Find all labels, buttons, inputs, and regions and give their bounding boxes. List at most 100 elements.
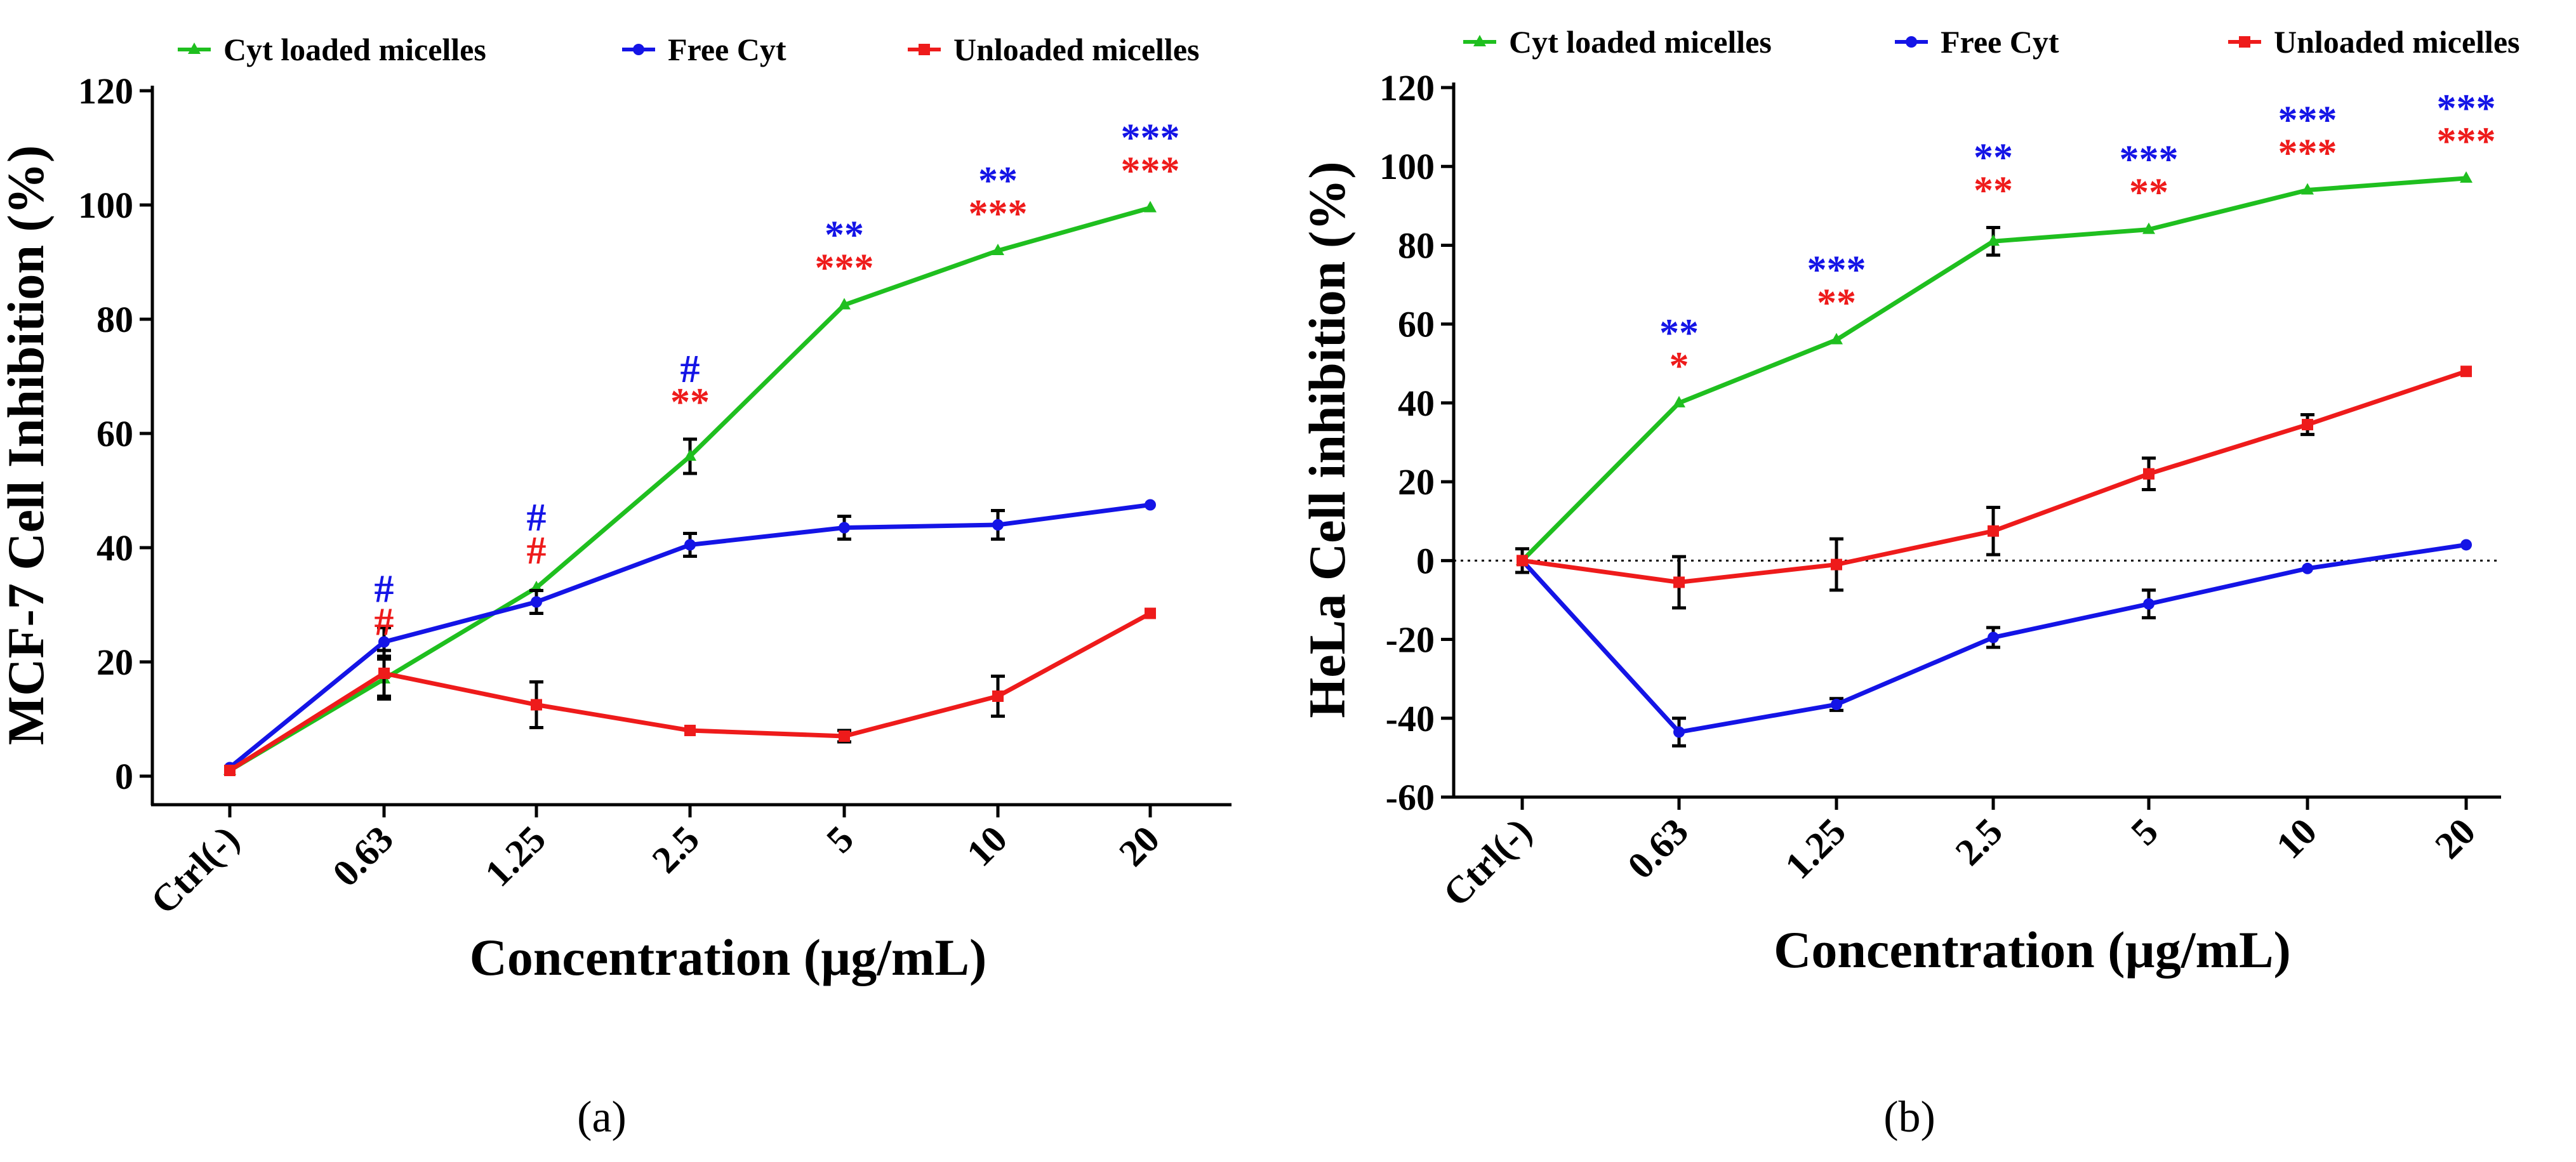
significance-vs-free-cyt: ** bbox=[978, 159, 1018, 202]
x-tick-label: 20 bbox=[2427, 810, 2483, 867]
data-point bbox=[1830, 333, 1843, 345]
x-tick-label: 1.25 bbox=[1777, 810, 1854, 887]
data-point bbox=[992, 690, 1004, 702]
legend-label: Free Cyt bbox=[668, 32, 787, 67]
y-tick-label: 120 bbox=[78, 70, 133, 112]
x-tick-label: 2.5 bbox=[1947, 810, 2010, 874]
x-tick-label: 1.25 bbox=[477, 818, 554, 895]
data-point bbox=[531, 699, 542, 711]
significance-vs-unloaded: * bbox=[1670, 345, 1689, 388]
legend-item: Free Cyt bbox=[622, 32, 787, 67]
data-point bbox=[1831, 699, 1842, 711]
data-point bbox=[1673, 726, 1685, 738]
y-tick-label: 60 bbox=[96, 413, 133, 454]
significance-vs-unloaded: ** bbox=[1974, 169, 2013, 212]
y-tick-label: 100 bbox=[78, 185, 133, 226]
y-axis-title: MCF-7 Cell Inhibition (%) bbox=[0, 145, 55, 745]
data-point bbox=[684, 539, 696, 551]
data-point bbox=[378, 668, 390, 679]
data-point bbox=[839, 522, 850, 534]
significance-vs-unloaded: # bbox=[527, 529, 547, 572]
x-tick-label: 20 bbox=[1111, 818, 1167, 875]
data-point bbox=[2142, 222, 2155, 234]
significance-vs-free-cyt: # bbox=[681, 348, 700, 391]
x-tick-label: 10 bbox=[959, 818, 1015, 875]
significance-vs-free-cyt: *** bbox=[2120, 138, 2179, 182]
legend-label: Unloaded micelles bbox=[953, 32, 1199, 67]
data-point bbox=[992, 244, 1004, 255]
y-tick-label: 0 bbox=[115, 756, 133, 797]
x-tick-label: 0.63 bbox=[324, 818, 401, 895]
series-line bbox=[229, 611, 1152, 772]
significance-vs-free-cyt: *** bbox=[2278, 98, 2337, 142]
x-tick-label: Ctrl(-) bbox=[143, 818, 247, 922]
x-tick-label: 5 bbox=[2123, 810, 2166, 854]
legend-label: Unloaded micelles bbox=[2274, 24, 2520, 60]
significance-vs-unloaded: *** bbox=[815, 247, 874, 290]
data-point bbox=[2460, 366, 2472, 378]
x-axis-title: Concentration (µg/mL) bbox=[470, 928, 987, 986]
data-point bbox=[2302, 562, 2313, 574]
y-tick-label: 120 bbox=[1379, 67, 1435, 109]
panel-label: (b) bbox=[1883, 1093, 1935, 1142]
data-point bbox=[2460, 539, 2472, 551]
legend-marker bbox=[1906, 36, 1917, 48]
legend-item: Cyt loaded micelles bbox=[178, 32, 486, 67]
significance-vs-free-cyt: ** bbox=[825, 214, 864, 257]
data-point bbox=[378, 636, 390, 648]
significance-vs-free-cyt: ** bbox=[1974, 136, 2013, 179]
significance-vs-free-cyt: *** bbox=[1121, 117, 1180, 160]
series-unloaded-micelles bbox=[1517, 366, 2472, 610]
data-point bbox=[839, 730, 850, 742]
y-tick-label: 80 bbox=[1398, 225, 1435, 266]
data-point bbox=[838, 298, 851, 310]
significance-vs-unloaded: *** bbox=[2437, 120, 2496, 163]
data-point bbox=[224, 765, 236, 776]
data-point bbox=[1987, 234, 2000, 246]
data-point bbox=[1831, 558, 1842, 571]
legend-marker bbox=[188, 43, 201, 54]
data-point bbox=[1145, 607, 1156, 619]
series-unloaded-micelles bbox=[224, 607, 1156, 776]
y-tick-label: -40 bbox=[1386, 698, 1435, 739]
significance-vs-free-cyt: # bbox=[527, 496, 547, 539]
data-point bbox=[684, 725, 696, 736]
significance-vs-free-cyt: *** bbox=[2437, 87, 2496, 130]
legend-item: Cyt loaded micelles bbox=[1463, 24, 1772, 60]
legend-label: Cyt loaded micelles bbox=[1509, 24, 1772, 60]
series-free-cyt bbox=[1515, 539, 2472, 748]
data-point bbox=[2143, 598, 2154, 610]
significance-vs-unloaded: ** bbox=[2129, 171, 2168, 215]
data-point bbox=[684, 449, 696, 461]
data-point bbox=[1145, 499, 1156, 511]
data-point bbox=[531, 596, 542, 608]
legend-item: Free Cyt bbox=[1895, 24, 2059, 60]
legend-marker bbox=[2239, 36, 2250, 48]
y-tick-label: 20 bbox=[1398, 461, 1435, 503]
data-point bbox=[1144, 201, 1157, 213]
y-tick-label: 60 bbox=[1398, 304, 1435, 345]
legend-label: Cyt loaded micelles bbox=[223, 32, 486, 67]
significance-vs-unloaded: *** bbox=[2278, 131, 2337, 175]
x-tick-label: Ctrl(-) bbox=[1435, 810, 1539, 914]
y-tick-label: -60 bbox=[1386, 777, 1435, 818]
significance-vs-unloaded: *** bbox=[969, 192, 1028, 235]
legend-item: Unloaded micelles bbox=[2228, 24, 2520, 60]
x-tick-label: 5 bbox=[818, 818, 861, 861]
significance-vs-free-cyt: ** bbox=[1659, 312, 1699, 355]
data-point bbox=[2460, 171, 2473, 183]
data-point bbox=[992, 519, 1004, 531]
panel-label: (a) bbox=[577, 1093, 627, 1142]
y-tick-label: 40 bbox=[96, 527, 133, 569]
significance-vs-unloaded: # bbox=[375, 601, 394, 644]
significance-vs-unloaded: ** bbox=[1817, 282, 1856, 325]
significance-vs-free-cyt: *** bbox=[1807, 249, 1866, 292]
significance-vs-free-cyt: # bbox=[375, 568, 394, 611]
data-point bbox=[2143, 468, 2154, 480]
data-point bbox=[1988, 631, 1999, 644]
legend-marker bbox=[633, 44, 644, 55]
significance-vs-unloaded: *** bbox=[1121, 150, 1180, 193]
data-point bbox=[1517, 555, 1528, 567]
chart-panel-a: 0 20 40 60 80 100 120 Ctrl(-) 0.63 1.25 2.5 5 10 20 MC… bbox=[0, 32, 1232, 1142]
